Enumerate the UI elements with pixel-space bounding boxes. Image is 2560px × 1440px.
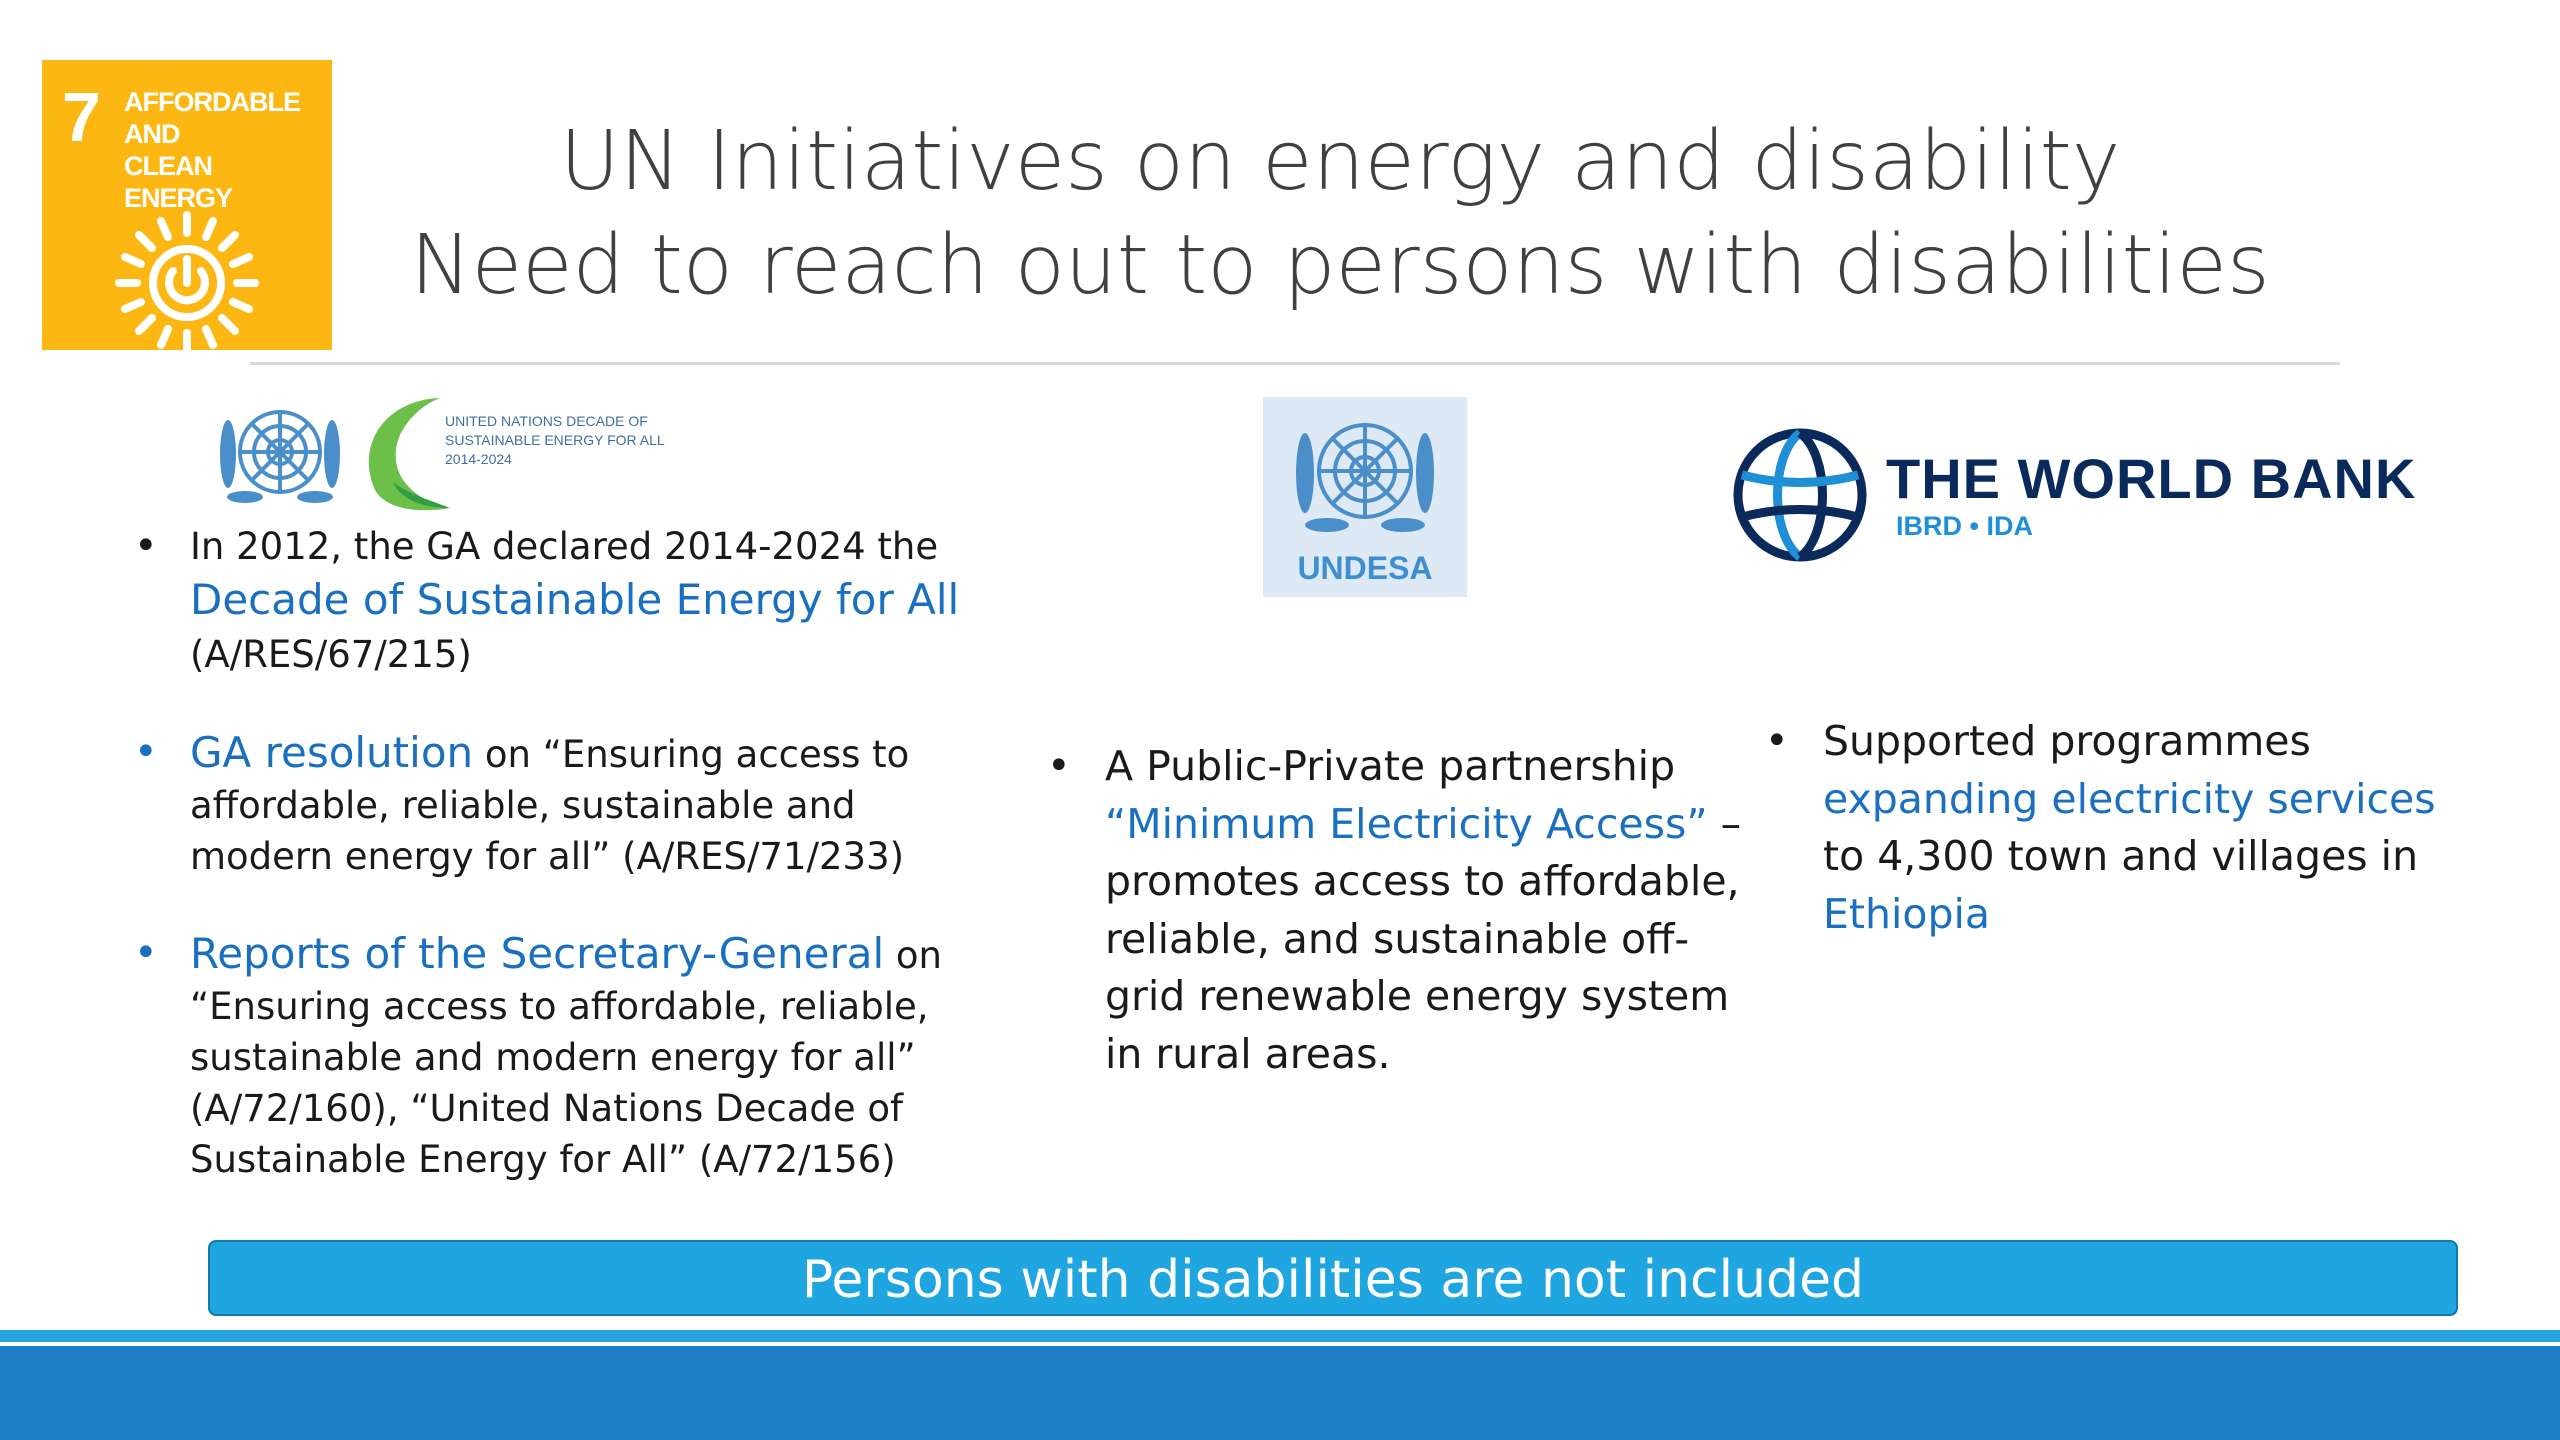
bullet-text: Supported programmes (1823, 717, 2311, 765)
un-emblem-icon (1296, 423, 1434, 532)
bullet-text: A Public-Private partnership (1105, 742, 1676, 790)
title-divider (250, 362, 2340, 365)
title-line-1: UN Initiatives on energy and disability (559, 114, 2121, 209)
bullet-text: (A/RES/67/215) (190, 633, 472, 676)
bullet-item: • In 2012, the GA declared 2014-2024 the… (130, 520, 1010, 681)
world-bank-sub: IBRD • IDA (1896, 511, 2033, 541)
callout-banner: Persons with disabilities are not includ… (208, 1240, 2458, 1316)
link-decade[interactable]: Decade of Sustainable Energy for All (190, 575, 960, 624)
bullet-item: • Supported programmes expanding electri… (1763, 713, 2463, 943)
decade-text: UNITED NATIONS DECADE OF SUSTAINABLE ENE… (445, 413, 665, 467)
link-electricity-services[interactable]: expanding electricity services (1823, 774, 2436, 823)
undesa-label: UNDESA (1297, 550, 1433, 586)
bullet-text: to 4,300 town and villages in (1823, 832, 2419, 880)
world-bank-name: THE WORLD BANK (1886, 447, 2417, 510)
footer-stripe (0, 1330, 2560, 1342)
undesa-logo: UNDESA (1263, 397, 1467, 597)
bullet-dot: • (1765, 718, 1789, 764)
goal-title: AFFORDABLE AND CLEAN ENERGY (124, 87, 301, 213)
bullet-item: • GA resolution on “Ensuring access to a… (130, 727, 1010, 882)
goal-number: 7 (62, 78, 101, 156)
link-ethiopia[interactable]: Ethiopia (1823, 889, 1990, 938)
slide-title: UN Initiatives on energy and disability … (380, 110, 2300, 318)
column-undesa: • A Public-Private partnership “Minimum … (1045, 738, 1745, 1083)
link-sg-reports[interactable]: Reports of the Secretary-General (190, 929, 885, 978)
bullet-text: – promotes access to affordable, reliabl… (1105, 799, 1742, 1078)
sedfa-logo: UNITED NATIONS DECADE OF SUSTAINABLE ENE… (210, 390, 700, 515)
green-swoosh-icon (368, 398, 450, 511)
link-minimum-electricity[interactable]: “Minimum Electricity Access” (1105, 799, 1708, 848)
column-un-ga: • In 2012, the GA declared 2014-2024 the… (130, 520, 1010, 1231)
column-world-bank: • Supported programmes expanding electri… (1763, 713, 2463, 943)
bullet-dot: • (1047, 743, 1071, 789)
world-bank-logo: THE WORLD BANK IBRD • IDA (1730, 425, 2430, 565)
bullet-dot: • (134, 729, 158, 775)
un-emblem-icon (220, 410, 340, 503)
world-bank-globe-icon (1733, 428, 1867, 562)
title-line-2: Need to reach out to persons with disabi… (410, 218, 2270, 313)
bullet-item: • Reports of the Secretary-General on “E… (130, 928, 1010, 1185)
bullet-dot: • (134, 930, 158, 976)
bullet-text: In 2012, the GA declared 2014-2024 the (190, 525, 939, 568)
bullet-item: • A Public-Private partnership “Minimum … (1045, 738, 1745, 1083)
sun-power-icon (115, 211, 259, 355)
bullet-dot: • (134, 523, 158, 569)
bullet-text: on “Ensuring access to affordable, relia… (190, 733, 910, 878)
bullet-text: on “Ensuring access to affordable, relia… (190, 934, 943, 1181)
footer-bar (0, 1346, 2560, 1440)
link-ga-resolution[interactable]: GA resolution (190, 728, 474, 777)
sdg7-badge: 7 AFFORDABLE AND CLEAN ENERGY (42, 60, 332, 355)
